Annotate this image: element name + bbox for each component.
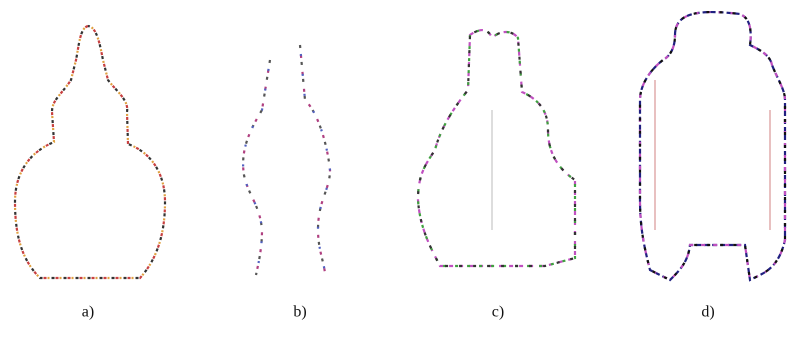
outline-dashes [243,45,330,275]
outline-dashes [243,45,330,275]
outline-dashes [640,12,785,280]
outline-dashes [418,30,575,266]
panel-label: a) [82,304,94,321]
outline-dashes [640,12,785,280]
outline-dashes [243,45,330,275]
figure: a) b) c) d) [0,0,789,347]
outline-dashes [640,12,785,280]
panel-label: d) [701,304,714,321]
panel-label: b) [293,304,306,321]
shape-a [15,26,165,278]
outline-dashes [15,26,165,278]
shape-c [418,30,575,266]
shape-d [640,12,785,280]
panel-label: c) [492,304,504,321]
page: a) b) c) d) (() => { const data = JSON.p… [0,0,789,347]
shape-b [243,45,330,275]
